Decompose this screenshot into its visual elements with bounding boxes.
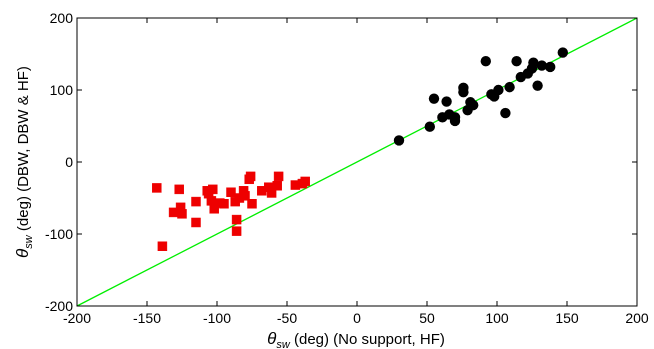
data-point-square <box>152 183 162 193</box>
x-tick-label: 100 <box>485 310 509 326</box>
data-point-circle <box>532 80 543 91</box>
y-tick-label: 200 <box>50 10 74 26</box>
data-points <box>152 47 568 251</box>
x-tick-label: 200 <box>625 310 649 326</box>
data-point-square <box>245 171 256 182</box>
data-point-square <box>272 181 282 191</box>
data-point-circle <box>536 60 547 71</box>
data-point-circle <box>428 93 440 104</box>
data-point-circle <box>528 57 539 68</box>
data-point-square <box>208 184 218 195</box>
data-point-square <box>226 187 236 197</box>
data-point-square <box>273 171 284 182</box>
reference-line <box>76 17 638 307</box>
data-point-square <box>206 196 217 206</box>
data-point-circle <box>441 96 452 107</box>
x-tick-label: 50 <box>419 310 435 326</box>
y-axis-label: θsw (deg) (DBW, DBW & HF) <box>13 66 35 258</box>
data-point-square <box>157 241 168 251</box>
data-point-square <box>266 188 277 198</box>
x-tick-label: -100 <box>203 310 231 326</box>
x-tick-label: 150 <box>555 310 579 326</box>
data-point-circle <box>493 84 504 96</box>
data-point-circle <box>393 135 405 146</box>
x-tick-label: 0 <box>353 310 361 326</box>
data-point-circle <box>557 47 568 58</box>
data-point-square <box>231 214 242 225</box>
data-point-square <box>247 199 257 209</box>
y-tick-label: 0 <box>65 154 73 170</box>
x-tick-label: -50 <box>277 310 297 326</box>
data-point-circle <box>424 121 435 132</box>
data-point-square <box>191 217 201 228</box>
y-tick-label: 100 <box>50 82 74 98</box>
data-point-square <box>191 196 201 207</box>
data-point-square <box>219 199 229 209</box>
x-tick-label: -150 <box>133 310 161 326</box>
y-tick-label: -200 <box>45 298 73 314</box>
data-point-circle <box>504 81 515 93</box>
data-point-circle <box>500 107 511 119</box>
data-point-square <box>177 209 187 219</box>
data-point-square <box>300 176 310 187</box>
x-axis-label: θsw (deg) (No support, HF) <box>267 329 445 349</box>
data-point-square <box>231 226 242 236</box>
tick-labels: -200 -150 -100 -50 0 50 100 150 200 -200 -100 0 100 2… <box>45 10 649 326</box>
x-tick-label: -200 <box>63 310 91 326</box>
data-point-square <box>209 204 219 214</box>
data-point-square <box>174 184 184 195</box>
data-point-circle <box>545 61 556 73</box>
y-tick-label: -100 <box>45 226 73 242</box>
data-point-circle <box>480 56 491 67</box>
axes <box>76 17 638 307</box>
data-point-circle <box>458 82 469 94</box>
data-point-circle <box>468 99 479 111</box>
data-point-circle <box>449 115 461 127</box>
data-point-square <box>240 191 250 201</box>
data-point-circle <box>511 56 522 67</box>
